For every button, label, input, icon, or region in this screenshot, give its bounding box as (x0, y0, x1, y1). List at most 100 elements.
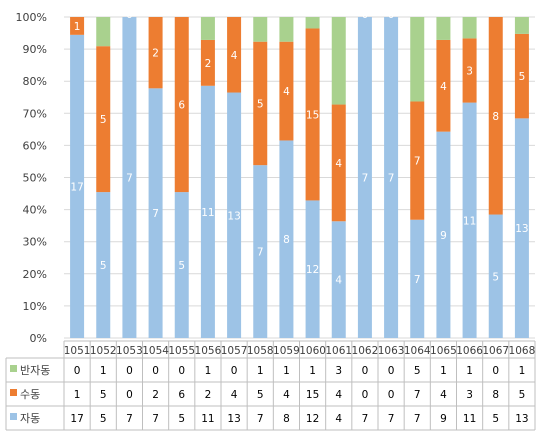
table-cell: 8 (492, 389, 499, 401)
bar-data-label: 0 (126, 9, 133, 21)
bar-data-label: 6 (178, 100, 185, 112)
bar-segment (331, 104, 346, 222)
table-cell: 1 (309, 365, 316, 377)
table-cell: 2 (205, 389, 212, 401)
y-tick-label: 20% (23, 268, 47, 281)
bar-segment (305, 200, 320, 338)
bar-data-label: 12 (306, 264, 319, 276)
table-cell: 4 (335, 413, 342, 425)
bar-segment (148, 88, 163, 338)
bar-data-label: 7 (126, 173, 133, 185)
bar-segment (227, 17, 242, 93)
bar-data-label: 5 (100, 114, 107, 126)
table-cell: 1 (205, 365, 212, 377)
x-category-label: 1052 (90, 345, 117, 357)
x-category-label: 1062 (352, 345, 379, 357)
bar-data-label: 5 (519, 71, 526, 83)
bar-segment (410, 219, 425, 338)
legend-label: 수동 (20, 388, 40, 401)
table-cell: 1 (440, 365, 447, 377)
bar-segment (462, 17, 477, 39)
table-cell: 5 (519, 389, 526, 401)
bar-segment (227, 92, 242, 338)
x-category-label: 1063 (378, 345, 405, 357)
table-cell: 7 (126, 413, 133, 425)
x-category-label: 1061 (325, 345, 352, 357)
data-labels: 1715570725611213475841215447070779411358… (70, 9, 528, 287)
table-cell: 7 (152, 413, 159, 425)
bar-data-label: 4 (231, 50, 238, 62)
y-tick-label: 10% (23, 300, 47, 313)
bar-data-label: 2 (152, 48, 159, 60)
x-category-label: 1056 (195, 345, 222, 357)
bar-data-label: 17 (70, 181, 83, 193)
bar-data-label: 7 (388, 173, 395, 185)
y-tick-label: 50% (23, 172, 47, 185)
table-cell: 0 (492, 365, 499, 377)
bar-segment (305, 17, 320, 29)
bar-segment (253, 165, 268, 338)
bar-data-label: 1 (74, 21, 81, 33)
bar-segment (436, 17, 451, 40)
data-table: 1051 1052 1053 1054 1055 1056 1057 1058 1059 1060… (5, 340, 536, 431)
table-cell: 1 (257, 365, 264, 377)
table-cell: 11 (201, 413, 214, 425)
bar-segment (122, 17, 137, 338)
bar-data-label: 9 (440, 230, 447, 242)
bar-data-label: 5 (178, 260, 185, 272)
x-category-label: 1054 (142, 345, 169, 357)
table-cell: 1 (100, 365, 107, 377)
table-cell: 13 (515, 413, 528, 425)
bar-data-label: 4 (283, 86, 290, 98)
bar-data-label: 7 (414, 156, 421, 168)
y-tick-label: 70% (23, 107, 47, 120)
x-category-label: 1065 (430, 345, 457, 357)
table-cell: 7 (414, 389, 421, 401)
legend-swatch (10, 389, 17, 396)
x-category-label: 1066 (456, 345, 483, 357)
bar-segment (279, 17, 294, 42)
x-category-label: 1064 (404, 345, 431, 357)
table-cell: 1 (283, 365, 290, 377)
table-cell: 7 (362, 413, 369, 425)
table-cell: 5 (178, 413, 185, 425)
table-cell: 0 (362, 365, 369, 377)
bar-segment (462, 38, 477, 103)
table-cell: 5 (492, 413, 499, 425)
gridlines (64, 16, 535, 339)
bar-data-label: 0 (388, 9, 395, 21)
bar-data-label: 8 (492, 111, 499, 123)
table-cell: 4 (283, 389, 290, 401)
bar-data-label: 5 (100, 260, 107, 272)
x-category-label: 1060 (299, 345, 326, 357)
bar-segment (436, 39, 451, 132)
bar-data-label: 2 (205, 58, 212, 70)
table-cell: 3 (466, 389, 473, 401)
x-category-label: 1058 (247, 345, 274, 357)
y-tick-label: 40% (23, 204, 47, 217)
bar-data-label: 7 (414, 274, 421, 286)
table-cell: 7 (414, 413, 421, 425)
x-category-label: 1055 (168, 345, 195, 357)
y-tick-label: 80% (23, 75, 47, 88)
bar-data-label: 7 (257, 247, 264, 259)
bar-segment (514, 118, 529, 338)
y-tick-label: 30% (23, 236, 47, 249)
bar-segment (253, 17, 268, 42)
bar-segment (200, 85, 215, 339)
bar-data-label: 4 (335, 158, 342, 170)
bar-segment (410, 101, 425, 220)
x-category-label: 1059 (273, 345, 300, 357)
table-cell: 11 (463, 413, 476, 425)
x-category-label: 1057 (221, 345, 248, 357)
bar-segment (96, 46, 111, 193)
table-cell: 0 (74, 365, 81, 377)
table-cell: 1 (519, 365, 526, 377)
bar-segment (488, 214, 503, 338)
bar-data-label: 7 (152, 208, 159, 220)
bar-data-label: 3 (466, 66, 473, 78)
y-tick-label: 90% (23, 43, 47, 56)
bar-data-label: 5 (257, 98, 264, 110)
bar-segment (462, 102, 477, 338)
legend-swatch (10, 413, 17, 420)
